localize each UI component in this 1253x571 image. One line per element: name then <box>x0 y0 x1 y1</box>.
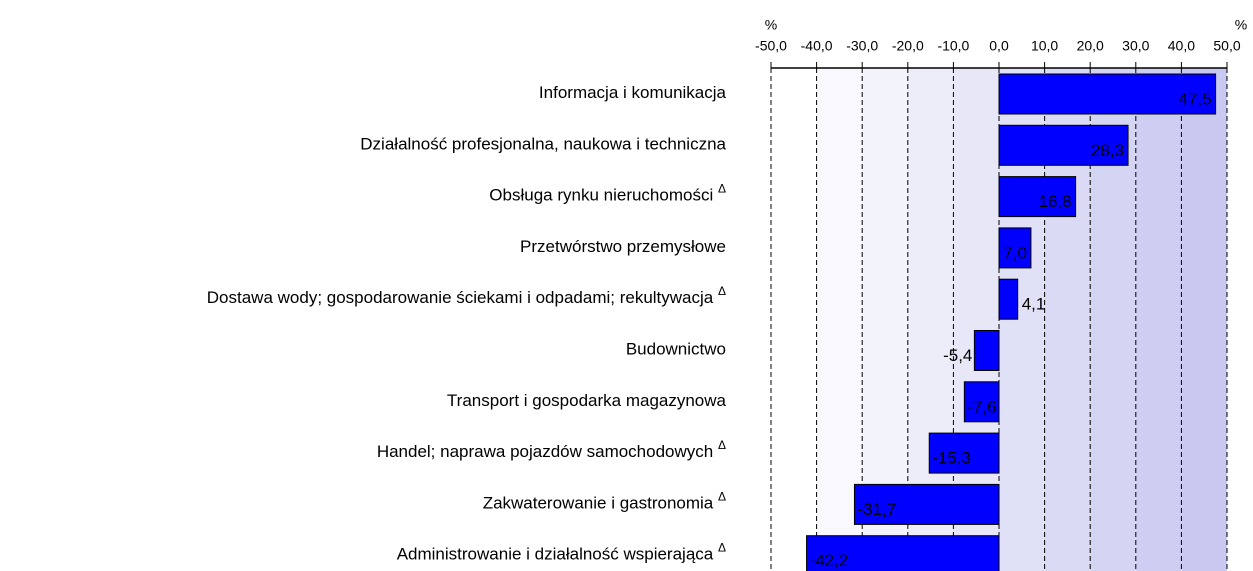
bar <box>998 227 1032 269</box>
category-label: Transport i gospodarka magazynowa <box>447 391 727 410</box>
x-tick-label: 10,0 <box>1031 38 1058 54</box>
category-label: Informacja i komunikacja <box>539 83 727 102</box>
category-text: Działalność profesjonalna, naukowa i tec… <box>360 135 726 154</box>
marker: Δ <box>718 182 726 196</box>
value-label: -31,7 <box>857 500 896 519</box>
bar <box>853 483 1000 525</box>
x-tick-label: 50,0 <box>1213 38 1240 54</box>
bar <box>998 124 1129 166</box>
bar <box>806 535 1000 571</box>
band <box>1181 68 1227 571</box>
category-text: Dostawa wody; gospodarowanie ściekami i … <box>207 289 714 308</box>
category-text: Transport i gospodarka magazynowa <box>447 391 727 410</box>
value-label: -7,6 <box>967 397 996 416</box>
band <box>771 68 817 571</box>
axis-unit: % <box>765 17 777 33</box>
marker: Δ <box>718 284 726 298</box>
marker: Δ <box>718 438 726 452</box>
bar <box>973 330 1000 371</box>
value-label: 28,3 <box>1091 141 1124 160</box>
value-label: 47,5 <box>1179 89 1212 108</box>
marker: Δ <box>718 541 726 555</box>
bar <box>998 73 1217 115</box>
x-tick-label: 20,0 <box>1077 38 1104 54</box>
x-tick-label: -20,0 <box>892 38 924 54</box>
value-label: 4,1 <box>1022 295 1046 314</box>
category-label: Przetwórstwo przemysłowe <box>520 237 726 256</box>
marker: Δ <box>718 490 726 504</box>
category-text: Obsługa rynku nieruchomości <box>489 186 713 205</box>
category-text: Handel; naprawa pojazdów samochodowych <box>377 443 713 462</box>
bar <box>998 278 1019 320</box>
category-label: Obsługa rynku nieruchomości Δ <box>489 182 726 205</box>
bar <box>963 381 1000 423</box>
category-text: Informacja i komunikacja <box>539 83 727 102</box>
x-tick-label: -30,0 <box>846 38 878 54</box>
value-label: -42,2 <box>810 551 849 570</box>
bar <box>998 176 1077 218</box>
value-label: -15,3 <box>932 449 971 468</box>
category-label: Administrowanie i działalność wspierając… <box>397 541 726 564</box>
x-tick-label: 30,0 <box>1122 38 1149 54</box>
category-text: Zakwaterowanie i gastronomia <box>483 494 714 513</box>
axis-unit: % <box>1235 17 1247 33</box>
x-tick-label: 0,0 <box>989 38 1009 54</box>
category-label: Budownictwo <box>626 340 726 359</box>
band <box>1135 68 1182 571</box>
category-text: Budownictwo <box>626 340 726 359</box>
bar <box>928 432 1000 474</box>
value-label: 7,0 <box>1003 243 1027 262</box>
x-tick-label: -50,0 <box>755 38 787 54</box>
category-label: Zakwaterowanie i gastronomia Δ <box>483 490 726 513</box>
category-text: Przetwórstwo przemysłowe <box>520 237 726 256</box>
value-label: -5,4 <box>943 346 972 365</box>
x-tick-label: -10,0 <box>937 38 969 54</box>
x-tick-label: 40,0 <box>1168 38 1195 54</box>
category-label: Działalność profesjonalna, naukowa i tec… <box>360 135 726 154</box>
category-text: Administrowanie i działalność wspierając… <box>397 545 714 564</box>
category-label: Handel; naprawa pojazdów samochodowych Δ <box>377 438 726 461</box>
x-tick-label: -40,0 <box>801 38 833 54</box>
category-label: Dostawa wody; gospodarowanie ściekami i … <box>207 284 726 307</box>
value-label: 16,8 <box>1039 192 1072 211</box>
